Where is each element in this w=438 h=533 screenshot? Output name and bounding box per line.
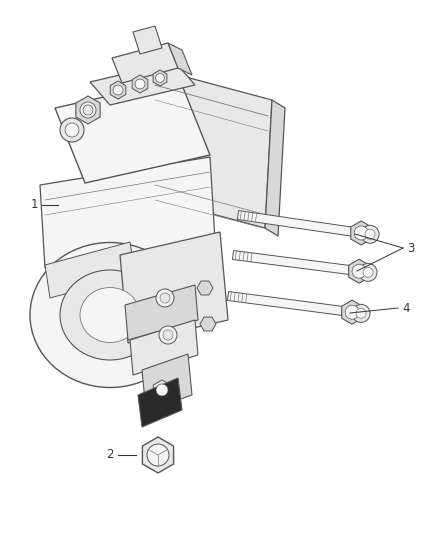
Polygon shape [168,43,192,75]
Polygon shape [153,70,167,86]
Polygon shape [90,62,195,105]
Circle shape [135,79,145,89]
Circle shape [356,309,366,318]
Circle shape [160,293,170,303]
Polygon shape [120,232,228,343]
Polygon shape [200,317,216,331]
Polygon shape [45,242,135,298]
Circle shape [361,225,379,243]
Polygon shape [112,43,178,83]
Circle shape [83,105,93,115]
Polygon shape [265,100,285,236]
Text: 2: 2 [106,448,114,462]
Polygon shape [227,292,367,318]
Text: 4: 4 [402,302,410,314]
Circle shape [345,305,359,319]
Circle shape [80,102,96,118]
Polygon shape [342,300,363,324]
Polygon shape [133,26,162,54]
Circle shape [155,74,164,83]
Polygon shape [237,211,376,239]
Circle shape [159,326,177,344]
Circle shape [65,123,79,137]
Polygon shape [130,320,198,375]
Polygon shape [145,68,272,228]
Circle shape [363,268,373,277]
Polygon shape [132,75,148,93]
Polygon shape [110,81,126,99]
Polygon shape [142,437,173,473]
Polygon shape [233,251,374,278]
Circle shape [156,384,168,396]
Ellipse shape [60,270,160,360]
Ellipse shape [30,243,190,387]
Ellipse shape [80,287,140,343]
Polygon shape [349,259,370,283]
Polygon shape [125,285,198,340]
Text: 3: 3 [407,241,414,254]
Circle shape [352,304,370,322]
Polygon shape [153,380,171,400]
Polygon shape [138,378,182,427]
Polygon shape [55,80,210,183]
Polygon shape [76,96,100,124]
Polygon shape [197,281,213,295]
Circle shape [365,229,375,239]
Polygon shape [351,221,371,245]
Circle shape [163,330,173,340]
Circle shape [354,226,368,240]
Circle shape [113,85,123,95]
Circle shape [352,264,366,278]
Circle shape [156,289,174,307]
Polygon shape [40,157,215,268]
Circle shape [359,263,377,281]
Polygon shape [142,354,192,411]
Text: 1: 1 [31,198,38,212]
Circle shape [60,118,84,142]
Circle shape [147,444,169,466]
